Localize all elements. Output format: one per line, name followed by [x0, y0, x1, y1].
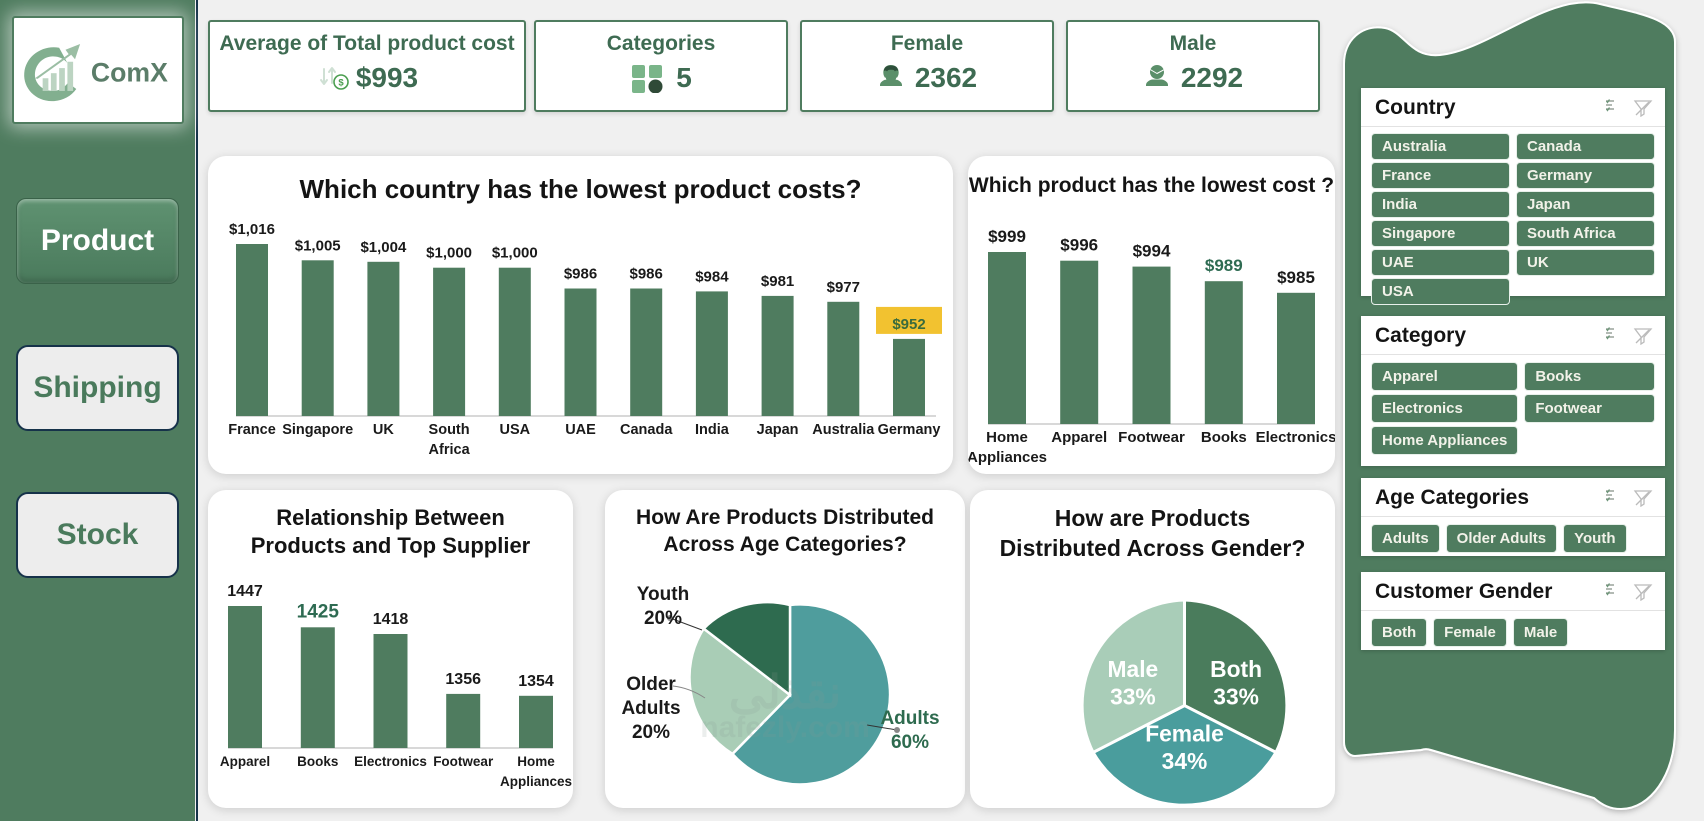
svg-text:20%: 20% [644, 608, 682, 629]
svg-text:20%: 20% [632, 722, 670, 743]
svg-text:$999: $999 [988, 227, 1026, 246]
svg-text:Apparel: Apparel [1051, 429, 1107, 446]
svg-text:$: $ [338, 78, 344, 89]
svg-text:$1,000: $1,000 [492, 245, 538, 262]
svg-text:Australia: Australia [812, 422, 875, 438]
svg-text:South: South [429, 422, 470, 438]
svg-text:34%: 34% [1162, 748, 1208, 774]
svg-text:Male: Male [1108, 656, 1159, 682]
svg-text:60%: 60% [891, 732, 929, 753]
svg-text:$981: $981 [761, 273, 794, 290]
svg-text:Appliances: Appliances [500, 774, 572, 789]
svg-text:Older: Older [626, 674, 676, 695]
svg-text:Home: Home [517, 754, 555, 769]
svg-text:33%: 33% [1213, 683, 1259, 709]
svg-text:Footwear: Footwear [433, 754, 494, 769]
svg-text:$1,005: $1,005 [295, 237, 341, 254]
svg-text:1356: 1356 [445, 671, 481, 688]
svg-text:$989: $989 [1205, 256, 1243, 275]
svg-text:Appliances: Appliances [968, 449, 1047, 466]
svg-text:UAE: UAE [565, 422, 596, 438]
svg-text:$994: $994 [1133, 242, 1171, 261]
svg-text:Apparel: Apparel [220, 754, 270, 769]
svg-text:Youth: Youth [637, 584, 689, 605]
svg-text:1354: 1354 [518, 673, 554, 690]
svg-text:33%: 33% [1110, 683, 1156, 709]
svg-text:India: India [695, 422, 730, 438]
svg-text:Canada: Canada [620, 422, 673, 438]
svg-text:$985: $985 [1277, 268, 1315, 287]
svg-text:USA: USA [499, 422, 530, 438]
svg-text:Female: Female [1145, 721, 1224, 747]
svg-text:Adults: Adults [621, 698, 680, 719]
svg-text:1447: 1447 [227, 583, 263, 600]
svg-text:$1,016: $1,016 [229, 221, 275, 238]
svg-text:$986: $986 [564, 266, 597, 283]
svg-text:UK: UK [373, 422, 394, 438]
svg-text:Germany: Germany [878, 422, 941, 438]
svg-text:Books: Books [1201, 429, 1247, 446]
svg-text:$952: $952 [892, 316, 925, 333]
svg-text:Adults: Adults [880, 708, 939, 729]
svg-text:ComX: ComX [90, 57, 167, 87]
svg-text:Home: Home [986, 429, 1028, 446]
svg-text:Both: Both [1210, 656, 1262, 682]
svg-text:Electronics: Electronics [354, 754, 427, 769]
svg-text:$996: $996 [1060, 236, 1098, 255]
svg-text:$977: $977 [827, 279, 860, 296]
svg-text:$1,000: $1,000 [426, 245, 472, 262]
svg-text:Africa: Africa [429, 442, 471, 458]
svg-text:France: France [228, 422, 276, 438]
svg-text:1418: 1418 [373, 611, 409, 628]
svg-text:1425: 1425 [297, 601, 340, 622]
svg-text:Books: Books [297, 754, 338, 769]
svg-text:Japan: Japan [757, 422, 799, 438]
svg-text:$984: $984 [695, 268, 729, 285]
svg-text:$1,004: $1,004 [360, 239, 407, 256]
svg-text:Footwear: Footwear [1118, 429, 1185, 446]
svg-text:Electronics: Electronics [1256, 429, 1335, 446]
svg-text:Singapore: Singapore [282, 422, 353, 438]
svg-text:$986: $986 [630, 266, 663, 283]
